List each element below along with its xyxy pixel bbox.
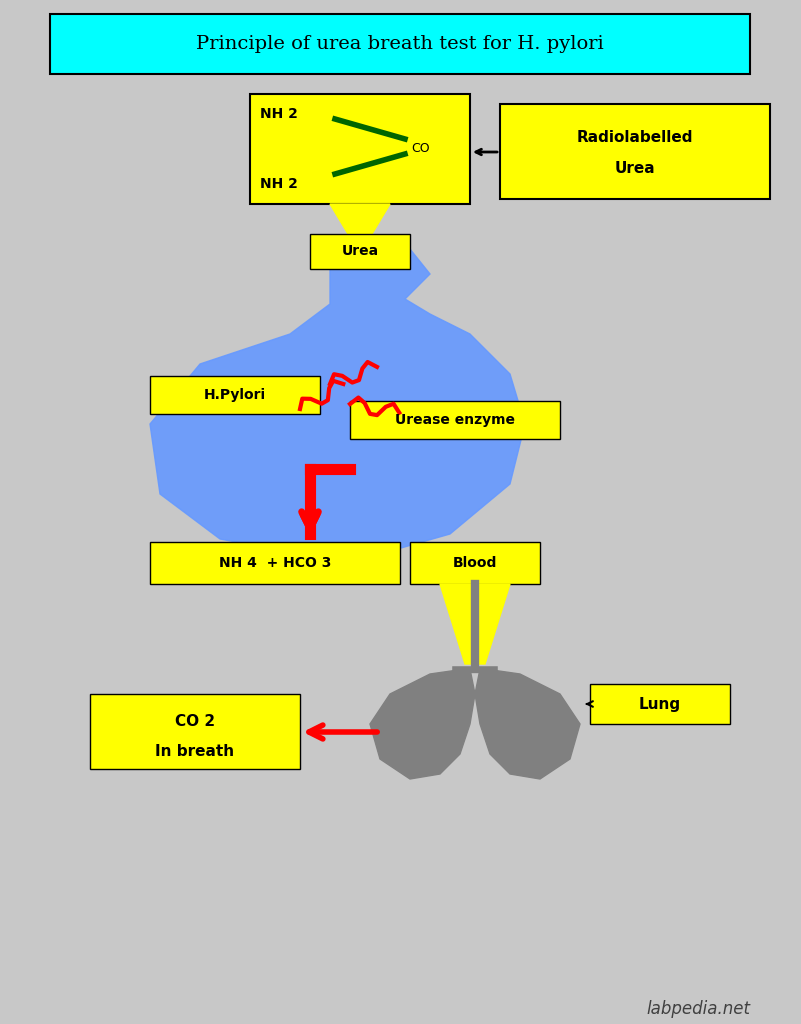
Polygon shape [370, 669, 475, 779]
Polygon shape [330, 204, 390, 254]
FancyBboxPatch shape [150, 542, 400, 584]
Text: Urea: Urea [341, 244, 379, 258]
Text: H.Pylori: H.Pylori [204, 388, 266, 402]
Text: NH 4  + HCO 3: NH 4 + HCO 3 [219, 556, 331, 570]
FancyBboxPatch shape [150, 376, 320, 414]
Text: labpedia.net: labpedia.net [646, 1000, 750, 1018]
Text: Urease enzyme: Urease enzyme [395, 413, 515, 427]
FancyBboxPatch shape [410, 542, 540, 584]
Text: CO: CO [412, 142, 430, 156]
Text: Principle of urea breath test for H. pylori: Principle of urea breath test for H. pyl… [196, 35, 604, 53]
Text: CO 2: CO 2 [175, 715, 215, 729]
FancyBboxPatch shape [50, 14, 750, 74]
Text: In breath: In breath [155, 744, 235, 760]
FancyBboxPatch shape [590, 684, 730, 724]
Polygon shape [150, 249, 525, 554]
Text: NH 2: NH 2 [260, 106, 298, 121]
Text: NH 2: NH 2 [260, 177, 298, 191]
Polygon shape [475, 669, 580, 779]
FancyBboxPatch shape [350, 401, 560, 439]
Text: Lung: Lung [639, 696, 681, 712]
FancyBboxPatch shape [90, 694, 300, 769]
FancyBboxPatch shape [500, 104, 770, 199]
Text: Urea: Urea [614, 162, 655, 176]
Text: Blood: Blood [453, 556, 497, 570]
Text: Radiolabelled: Radiolabelled [577, 129, 693, 144]
Polygon shape [440, 584, 510, 664]
FancyBboxPatch shape [250, 94, 470, 204]
FancyBboxPatch shape [310, 234, 410, 269]
